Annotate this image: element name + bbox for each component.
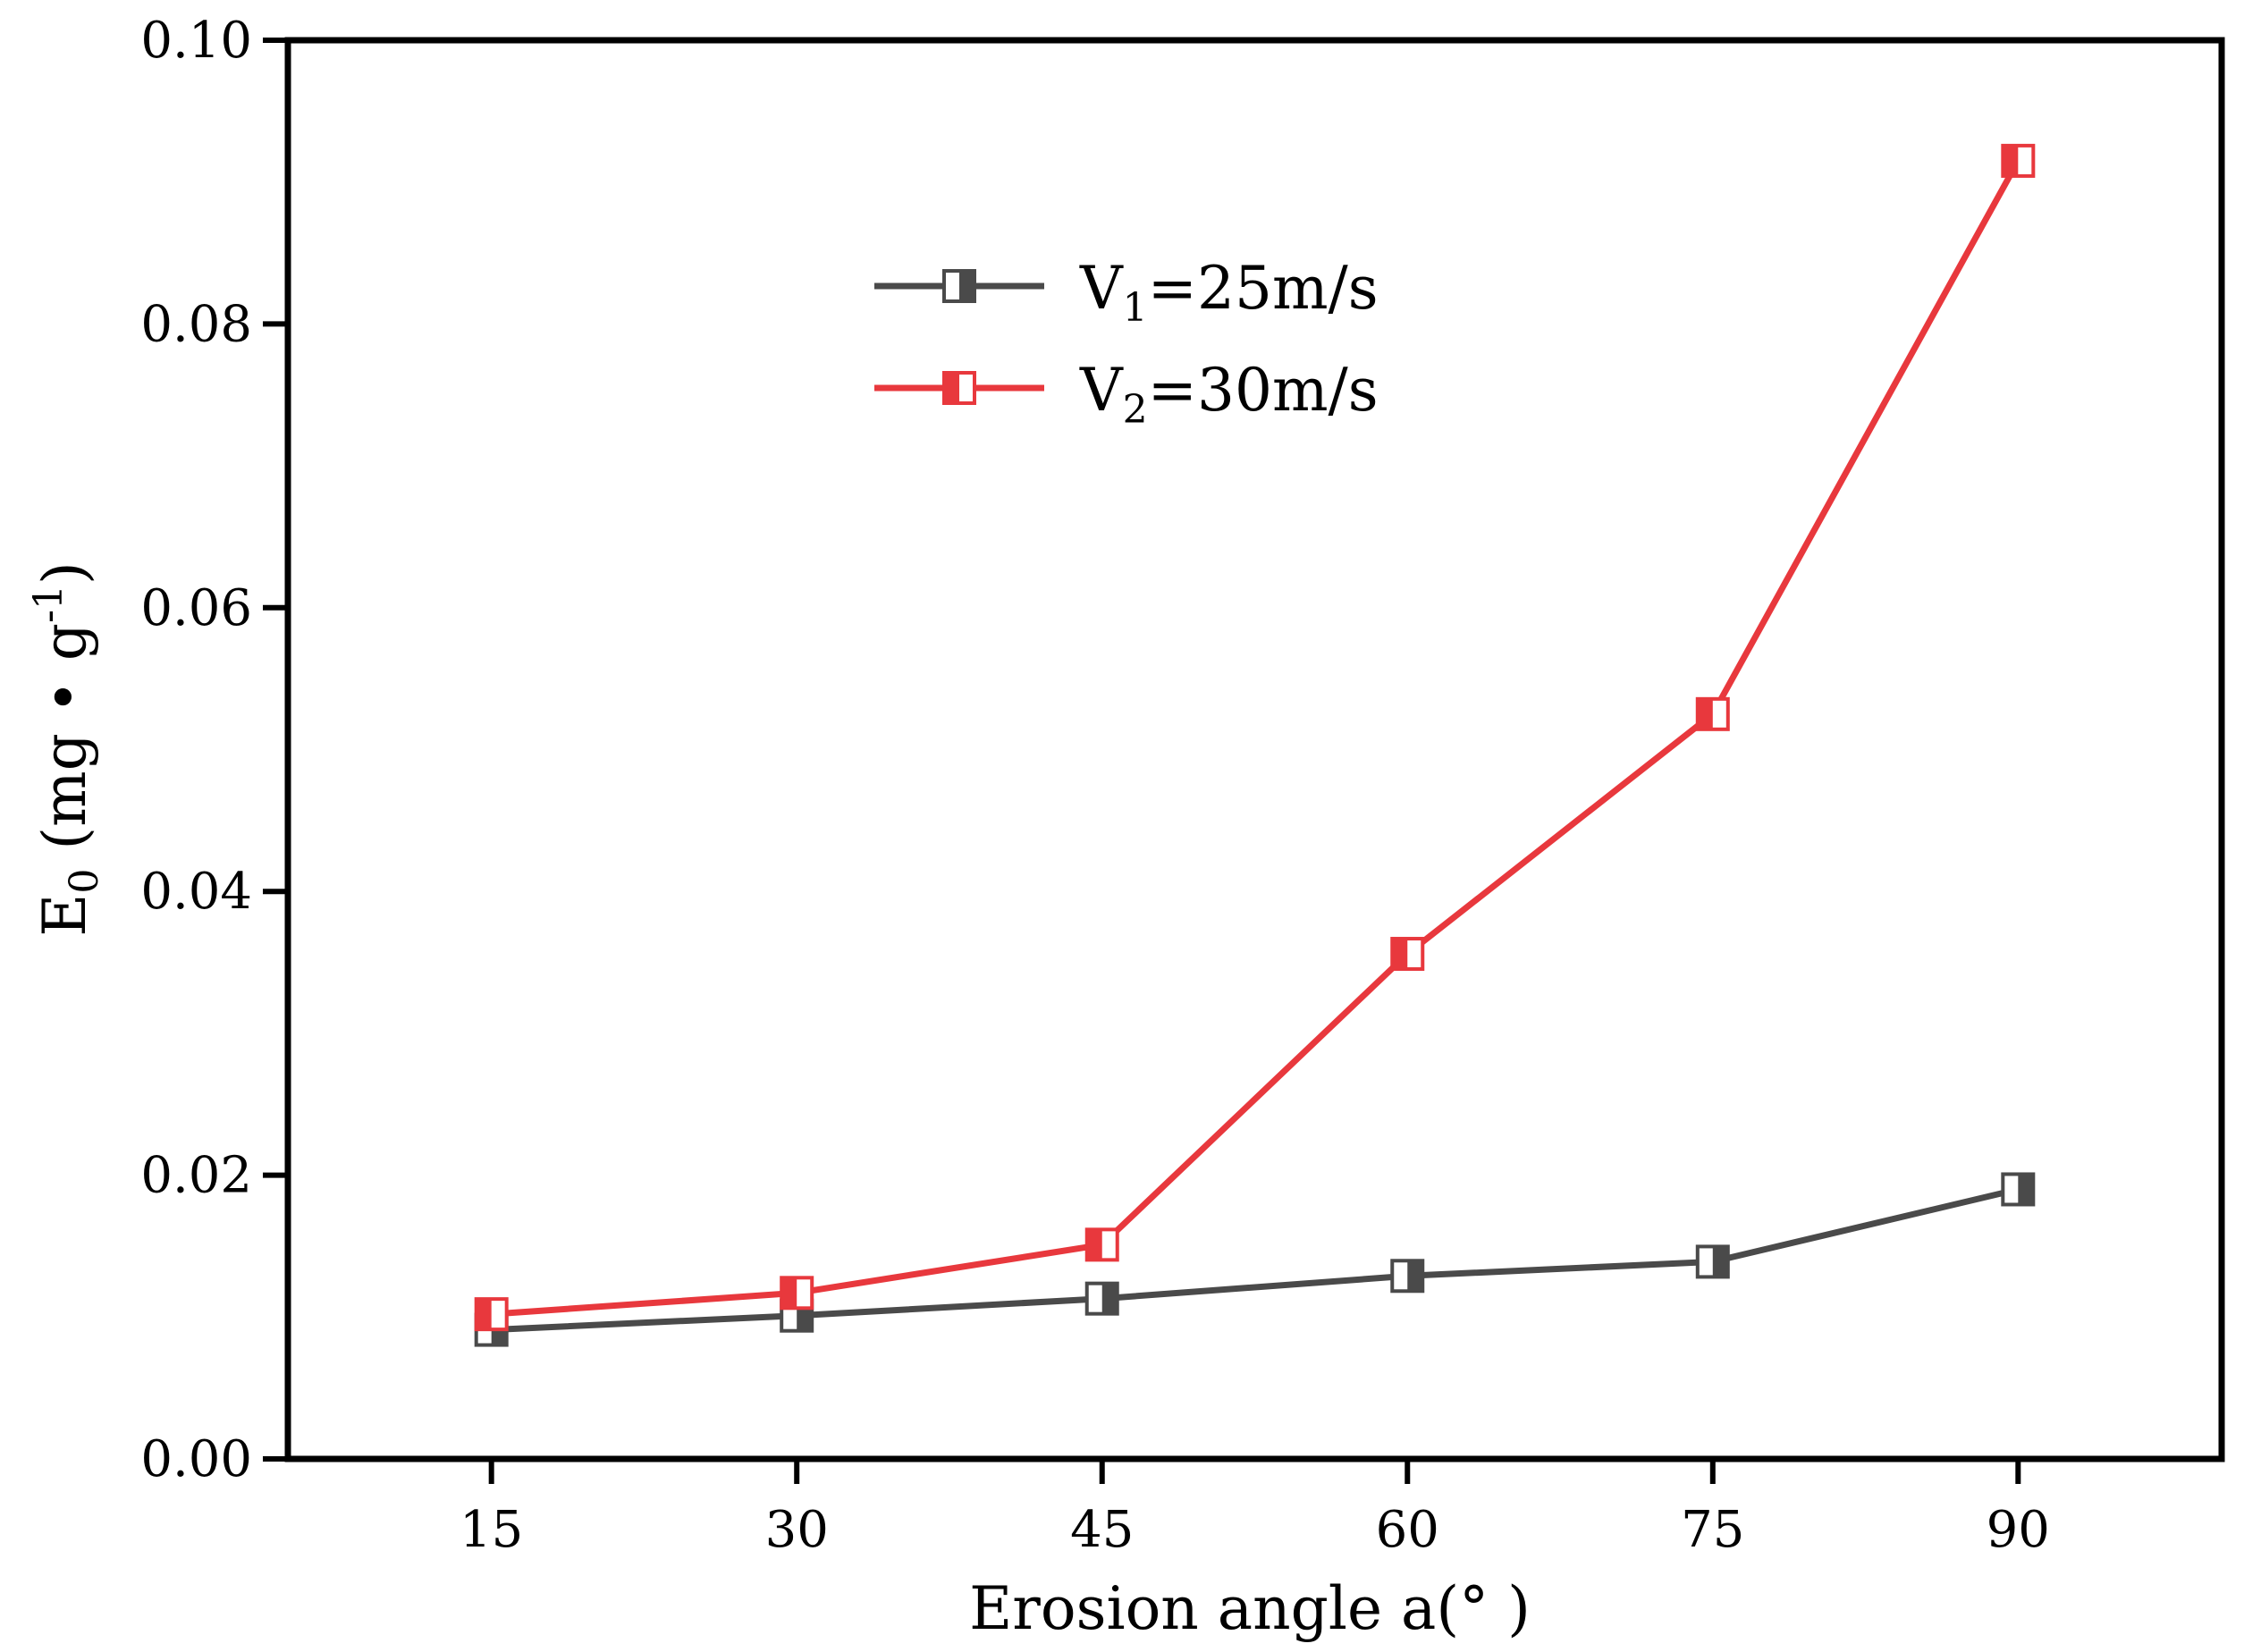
plot-frame <box>284 37 2225 1462</box>
data-point <box>474 1297 509 1332</box>
legend-marker-v2-fill <box>944 373 959 403</box>
data-point-fill <box>1697 698 1713 729</box>
series-1 <box>474 1172 2036 1347</box>
x-tick-label: 15 <box>460 1501 523 1559</box>
x-tick-label: 90 <box>1987 1501 2050 1559</box>
legend-item-v2: V2=30m/s <box>874 356 1379 433</box>
x-tick-label: 75 <box>1681 1501 1744 1559</box>
data-point <box>1390 937 1425 972</box>
data-point <box>1695 1244 1730 1279</box>
y-tick-label: 0.08 <box>140 295 252 353</box>
y-axis-title-unit: (mg • g <box>30 623 99 869</box>
data-point-fill <box>476 1299 492 1330</box>
series-2 <box>474 143 2036 1332</box>
y-tick-label: 0.04 <box>140 863 252 921</box>
series-line <box>491 1186 2020 1334</box>
y-axis-title: E0 (mg • g-1) <box>26 561 107 937</box>
legend-marker-v1-fill <box>959 271 974 301</box>
legend-label-v2-sub: 2 <box>1123 387 1148 433</box>
y-axis-title-close: ) <box>30 561 99 585</box>
data-point <box>780 1276 814 1311</box>
legend-label-v2-base: V <box>1079 356 1124 425</box>
data-point-fill <box>2003 145 2019 176</box>
data-point-fill <box>2018 1174 2034 1205</box>
data-point-fill <box>1407 1260 1423 1292</box>
data-point-fill <box>1086 1229 1102 1260</box>
y-axis: 0.00 0.02 0.04 0.06 0.08 0.10 <box>140 12 288 1488</box>
series-line <box>491 159 2021 1318</box>
y-tick-label: 0.10 <box>140 12 252 70</box>
data-point <box>2001 1172 2036 1207</box>
x-tick-label: 45 <box>1070 1501 1134 1559</box>
x-axis-title: Erosion angle a(° ) <box>969 1574 1531 1643</box>
series-layer <box>474 143 2036 1347</box>
data-point <box>1695 696 1730 731</box>
data-point <box>1390 1259 1425 1294</box>
y-tick-label: 0.02 <box>140 1147 252 1205</box>
y-axis-title-sub: 0 <box>62 869 107 894</box>
data-point-fill <box>1101 1283 1118 1314</box>
legend: V1=25m/s V2=30m/s <box>874 254 1379 433</box>
legend-label-v2-rest: =30m/s <box>1148 356 1379 425</box>
legend-label-v1-base: V <box>1079 254 1124 323</box>
data-point <box>1084 1281 1119 1316</box>
x-tick-label: 30 <box>765 1501 829 1559</box>
x-tick-label: 60 <box>1376 1501 1439 1559</box>
data-point-fill <box>1712 1246 1728 1277</box>
data-point <box>1084 1227 1119 1262</box>
y-axis-title-base: E <box>30 894 99 937</box>
legend-label-v2: V2=30m/s <box>1079 356 1379 433</box>
data-point-fill <box>781 1277 797 1309</box>
x-axis: 15 30 45 60 75 90 <box>460 1459 2050 1559</box>
data-point-fill <box>1392 939 1408 970</box>
y-axis-title-sup: -1 <box>26 585 72 623</box>
legend-label-v1-sub: 1 <box>1123 285 1148 331</box>
legend-label-v1-rest: =25m/s <box>1148 254 1379 323</box>
y-tick-label: 0.00 <box>140 1430 252 1488</box>
y-tick-label: 0.06 <box>140 579 252 637</box>
legend-label-v1: V1=25m/s <box>1079 254 1379 331</box>
legend-item-v1: V1=25m/s <box>874 254 1379 331</box>
data-point <box>2001 143 2036 178</box>
